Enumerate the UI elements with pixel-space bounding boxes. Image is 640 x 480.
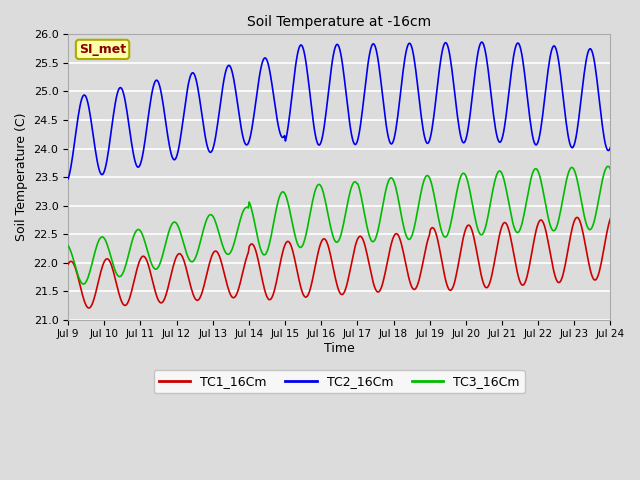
Text: SI_met: SI_met <box>79 43 126 56</box>
Title: Soil Temperature at -16cm: Soil Temperature at -16cm <box>247 15 431 29</box>
Y-axis label: Soil Temperature (C): Soil Temperature (C) <box>15 113 28 241</box>
Legend: TC1_16Cm, TC2_16Cm, TC3_16Cm: TC1_16Cm, TC2_16Cm, TC3_16Cm <box>154 371 525 394</box>
X-axis label: Time: Time <box>324 342 355 355</box>
